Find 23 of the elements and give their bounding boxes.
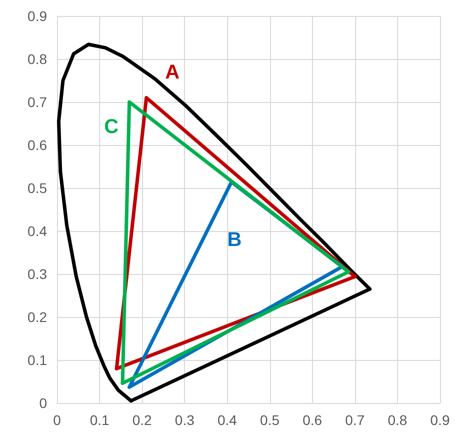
y-tick-label: 0.3 bbox=[28, 266, 48, 282]
series-label: B bbox=[227, 228, 242, 251]
x-tick-label: 0.6 bbox=[302, 412, 322, 428]
x-tick-label: 0.5 bbox=[260, 412, 280, 428]
x-tick-label: 0.8 bbox=[388, 412, 408, 428]
y-tick-label: 0.6 bbox=[28, 137, 48, 153]
y-tick-label: 0.2 bbox=[28, 309, 48, 325]
y-tick-label: 0.9 bbox=[28, 8, 48, 24]
y-tick-label: 0.5 bbox=[28, 180, 48, 196]
y-tick-label: 0.1 bbox=[28, 352, 48, 368]
y-tick-label: 0.7 bbox=[28, 94, 48, 110]
series-label: A bbox=[165, 62, 180, 84]
x-tick-label: 0.7 bbox=[345, 412, 365, 428]
x-tick-label: 0.9 bbox=[430, 412, 450, 428]
x-tick-label: 0.4 bbox=[217, 412, 238, 428]
x-tick-label: 0.1 bbox=[90, 412, 110, 428]
y-tick-label: 0.8 bbox=[28, 51, 48, 67]
x-tick-label: 0.2 bbox=[132, 412, 152, 428]
y-tick-label: 0.4 bbox=[28, 223, 48, 239]
y-tick-label: 0 bbox=[39, 395, 48, 411]
series-label: C bbox=[104, 116, 119, 138]
x-tick-label: 0.3 bbox=[174, 412, 195, 428]
x-tick-label: 0 bbox=[53, 412, 62, 428]
